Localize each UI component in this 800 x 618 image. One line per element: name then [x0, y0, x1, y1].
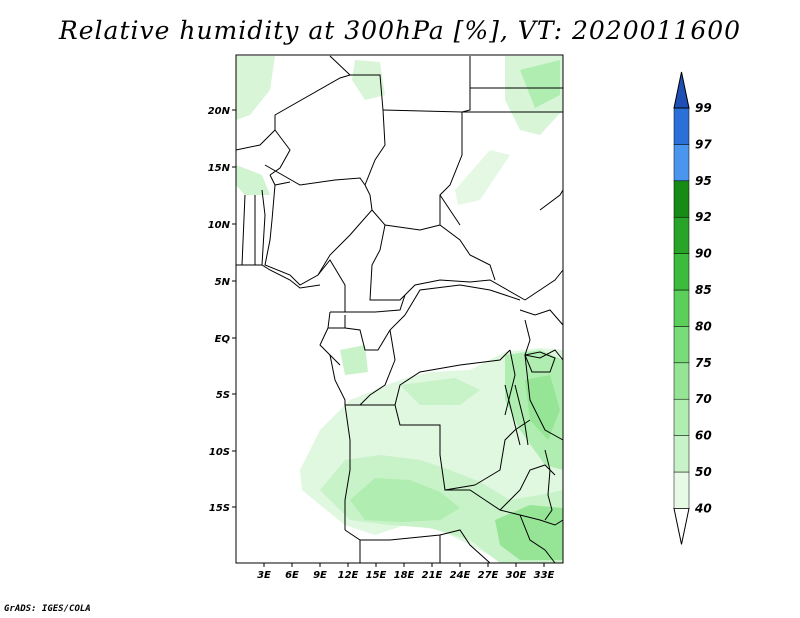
colorbar-triangle-high [673, 71, 690, 109]
colorbar-triangle-low [673, 507, 690, 545]
lon-label-6e: 6E [285, 570, 299, 581]
humidity-area-east-core [525, 375, 560, 440]
colorbar-label: 95 [695, 174, 712, 188]
colorbar-swatch [673, 435, 690, 473]
colorbar-label: 60 [695, 429, 712, 443]
humidity-area-northeast-core [520, 60, 560, 108]
colorbar-label: 70 [695, 392, 712, 406]
colorbar-swatch [673, 326, 690, 364]
colorbar-label: 99 [695, 101, 712, 115]
humidity-area-south-core [350, 478, 460, 522]
map-frame [235, 54, 564, 564]
lon-label-9e: 9E [313, 570, 327, 581]
colorbar-label: 90 [695, 247, 712, 261]
longitude-axis [263, 563, 545, 567]
latitude-axis [232, 109, 236, 508]
humidity-shading [236, 56, 563, 563]
colorbar-swatch [673, 216, 690, 254]
lon-label-33e: 33E [534, 570, 555, 581]
lat-label-20n: 20N [208, 106, 231, 117]
lat-label-eq: EQ [215, 334, 231, 345]
colorbar-label: 80 [695, 319, 712, 333]
lon-label-21e: 21E [422, 570, 443, 581]
map-title: Relative humidity at 300hPa [%], VT: 202… [58, 16, 742, 45]
country-boundaries [235, 55, 564, 564]
lat-label-5n: 5N [215, 277, 231, 288]
lat-label-10s: 10S [209, 447, 230, 458]
lon-label-18e: 18E [394, 570, 415, 581]
colorbar-swatch [673, 180, 690, 218]
colorbar-swatch [673, 289, 690, 327]
colorbar-swatch [673, 471, 690, 509]
colorbar-label: 40 [694, 501, 712, 515]
colorbar: 40 50 60 70 75 80 85 90 92 95 97 99 [673, 71, 712, 545]
grads-credit: GrADS: IGES/COLA [4, 604, 91, 614]
humidity-area-band-light [400, 378, 480, 405]
humidity-area-gabon [340, 345, 368, 375]
colorbar-swatch [673, 362, 690, 400]
colorbar-label: 85 [695, 283, 712, 297]
lat-label-10n: 10N [208, 220, 231, 231]
lon-label-12e: 12E [338, 570, 359, 581]
lat-label-15n: 15N [208, 163, 231, 174]
lon-label-27e: 27E [478, 570, 499, 581]
humidity-area-east-streak [455, 150, 510, 205]
lon-label-30e: 30E [506, 570, 527, 581]
humidity-area-northwest [236, 56, 275, 120]
colorbar-swatch [673, 107, 690, 145]
humidity-area-west [236, 165, 270, 195]
colorbar-swatch [673, 253, 690, 291]
lon-label-24e: 24E [450, 570, 471, 581]
humidity-area-north [352, 60, 385, 100]
lon-label-3e: 3E [257, 570, 271, 581]
colorbar-swatch [673, 398, 690, 436]
colorbar-label: 75 [695, 356, 712, 370]
colorbar-label: 97 [695, 137, 712, 151]
lat-label-5s: 5S [216, 390, 230, 401]
colorbar-label: 50 [695, 465, 712, 479]
lat-label-15s: 15S [209, 503, 230, 514]
lon-label-15e: 15E [366, 570, 387, 581]
colorbar-swatch [673, 144, 690, 182]
colorbar-label: 92 [695, 210, 712, 224]
